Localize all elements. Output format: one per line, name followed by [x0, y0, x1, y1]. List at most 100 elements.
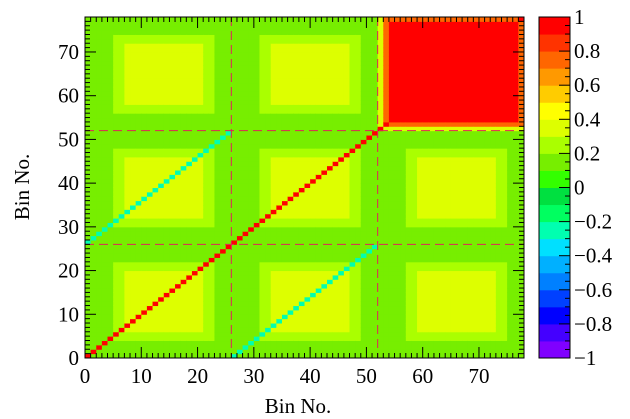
- heatmap-cell: [360, 86, 367, 92]
- heatmap-cell: [203, 218, 210, 223]
- heatmap-cell: [113, 318, 120, 324]
- heatmap-cell: [360, 135, 367, 140]
- heatmap-cell: [146, 340, 154, 346]
- heatmap-cell: [85, 139, 92, 145]
- heatmap-cell: [203, 235, 210, 241]
- heatmap-cell: [439, 170, 446, 175]
- heatmap-cell: [85, 165, 92, 171]
- heatmap-cell: [321, 139, 328, 145]
- heatmap-cell: [169, 148, 176, 154]
- heatmap-cell: [208, 288, 215, 293]
- heatmap-cell: [433, 327, 441, 333]
- heatmap-cell: [405, 165, 412, 171]
- heatmap-cell: [197, 309, 204, 315]
- heatmap-cell: [394, 305, 401, 311]
- heatmap-cell: [203, 174, 210, 180]
- heatmap-cell: [270, 108, 277, 114]
- heatmap-cell: [304, 130, 311, 136]
- heatmap-cell: [293, 100, 300, 105]
- heatmap-cell: [281, 292, 289, 298]
- heatmap-cell: [433, 30, 441, 35]
- heatmap-cell: [146, 191, 154, 197]
- heatmap-cell: [101, 323, 109, 328]
- heatmap-cell: [107, 340, 114, 346]
- heatmap-cell: [191, 100, 199, 105]
- heatmap-cell: [411, 266, 418, 272]
- heatmap-cell: [146, 86, 154, 92]
- heatmap-cell: [135, 34, 142, 40]
- heatmap-cell: [411, 261, 418, 267]
- heatmap-cell: [180, 108, 187, 114]
- heatmap-cell: [118, 218, 125, 223]
- heatmap-cell: [186, 323, 193, 328]
- heatmap-cell: [293, 143, 300, 149]
- heatmap-cell: [253, 239, 260, 245]
- heatmap-cell: [439, 196, 446, 202]
- heatmap-cell: [236, 148, 244, 154]
- heatmap-cell: [428, 82, 435, 88]
- heatmap-cell: [338, 43, 345, 49]
- heatmap-cell: [417, 51, 424, 57]
- heatmap-cell: [146, 331, 154, 337]
- heatmap-cell: [175, 292, 182, 298]
- heatmap-cell: [253, 353, 260, 359]
- heatmap-cell: [411, 174, 418, 180]
- heatmap-cell: [338, 135, 345, 140]
- heatmap-cell: [293, 170, 300, 175]
- heatmap-cell: [304, 231, 311, 237]
- heatmap-cell: [231, 17, 238, 22]
- heatmap-cell: [135, 51, 142, 57]
- heatmap-cell: [242, 60, 249, 66]
- heatmap-cell: [242, 331, 249, 337]
- heatmap-cell: [377, 148, 384, 154]
- heatmap-cell: [327, 38, 334, 44]
- heatmap-cell: [113, 65, 120, 70]
- heatmap-cell: [343, 288, 351, 293]
- heatmap-cell: [236, 191, 244, 197]
- heatmap-cell: [405, 274, 412, 280]
- heatmap-cell: [158, 191, 165, 197]
- heatmap-cell: [169, 288, 176, 293]
- heatmap-cell: [158, 305, 165, 311]
- heatmap-cell: [349, 204, 356, 210]
- heatmap-cell: [220, 309, 227, 315]
- heatmap-cell: [366, 213, 373, 219]
- heatmap-cell: [214, 25, 221, 31]
- heatmap-cell: [146, 283, 154, 289]
- heatmap-cell: [405, 301, 412, 307]
- heatmap-cell: [113, 187, 120, 193]
- heatmap-cell: [248, 301, 255, 307]
- heatmap-cell: [220, 78, 227, 84]
- heatmap-cell: [400, 108, 407, 114]
- heatmap-cell: [107, 113, 114, 119]
- heatmap-cell: [90, 340, 97, 346]
- heatmap-cell: [417, 292, 424, 298]
- heatmap-cell: [175, 69, 182, 75]
- heatmap-cell: [270, 314, 277, 320]
- heatmap-cell: [321, 95, 328, 101]
- heatmap-cell: [338, 235, 345, 241]
- heatmap-cell: [101, 130, 109, 136]
- heatmap-cell: [197, 60, 204, 66]
- heatmap-cell: [405, 161, 412, 167]
- heatmap-cell: [90, 104, 97, 110]
- heatmap-cell: [327, 51, 334, 57]
- heatmap-cell: [366, 314, 373, 320]
- heatmap-cell: [298, 165, 305, 171]
- heatmap-cell: [270, 323, 277, 328]
- heatmap-cell: [377, 196, 384, 202]
- heatmap-cell: [433, 222, 441, 228]
- heatmap-cell: [310, 78, 317, 84]
- heatmap-cell: [236, 301, 244, 307]
- heatmap-cell: [175, 279, 182, 285]
- heatmap-cell: [405, 126, 412, 132]
- heatmap-cell: [360, 165, 367, 171]
- heatmap-cell: [85, 283, 92, 289]
- heatmap-cell: [152, 257, 159, 263]
- heatmap-cell: [203, 231, 210, 237]
- heatmap-cell: [130, 296, 137, 302]
- heatmap-cell: [259, 30, 266, 35]
- heatmap-cell: [265, 91, 272, 97]
- heatmap-cell: [96, 340, 103, 346]
- heatmap-cell: [186, 191, 193, 197]
